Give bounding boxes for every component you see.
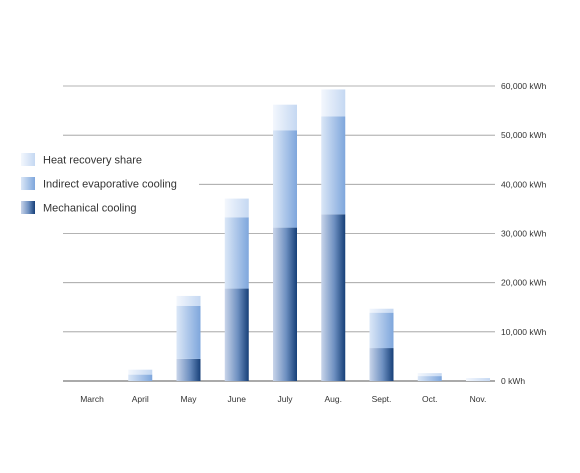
bar-segment [128,374,153,381]
legend: Heat recovery share Indirect evaporative … [21,153,177,215]
category-axis: March April May June July Aug. Sept. Oct. Nov. [80,394,486,404]
bar-segment [273,227,297,381]
bar-segment [369,348,394,381]
bar-segment [321,116,346,215]
y-tick-label: 0 kWh [501,376,525,386]
x-tick-label: April [132,394,149,404]
bar-segment [273,104,297,131]
y-tick-label: 30,000 kWh [501,229,547,239]
value-axis: 0 kWh 10,000 kWh 20,000 kWh 30,000 kWh 40,00… [501,81,547,386]
x-tick-label: June [228,394,247,404]
bars [128,89,490,381]
bar-segment [369,308,394,313]
y-tick-label: 50,000 kWh [501,130,547,140]
bar-segment [321,89,346,117]
y-tick-label: 40,000 kWh [501,179,547,189]
bar-segment [224,288,249,381]
legend-swatch [21,177,35,190]
x-tick-label: Sept. [372,394,392,404]
y-tick-label: 10,000 kWh [501,327,547,337]
bar-segment [321,214,346,381]
x-tick-label: Nov. [470,394,487,404]
bar-segment [369,312,394,349]
x-tick-label: March [80,394,104,404]
y-tick-label: 20,000 kWh [501,278,547,288]
legend-label: Mechanical cooling [43,203,137,215]
x-tick-label: Aug. [325,394,343,404]
legend-swatch [21,153,35,166]
bar-segment [417,373,442,377]
bar-segment [273,130,297,228]
legend-label: Indirect evaporative cooling [43,179,177,191]
x-tick-label: July [277,394,293,404]
bar-segment [417,376,442,381]
legend-swatch [21,201,35,214]
bar-segment [176,305,201,359]
bar-segment [176,295,201,306]
bar-segment [176,358,201,381]
bar-segment [466,378,490,381]
x-tick-label: May [180,394,197,404]
bar-segment [128,369,153,375]
bar-segment [224,198,249,218]
y-tick-label: 60,000 kWh [501,81,547,91]
x-tick-label: Oct. [422,394,438,404]
legend-label: Heat recovery share [43,155,142,167]
bar-segment [224,217,249,289]
